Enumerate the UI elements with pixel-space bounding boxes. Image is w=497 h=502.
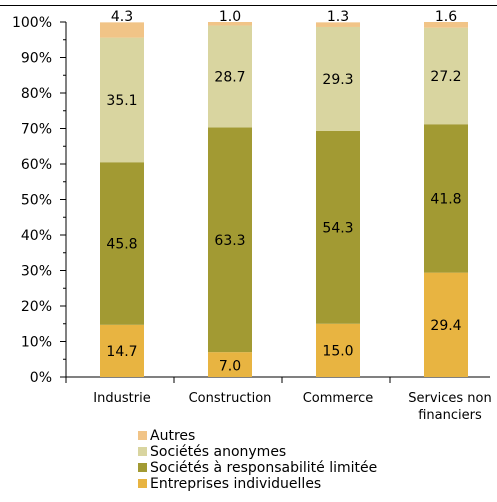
data-label: 1.3 — [327, 9, 349, 25]
bar-segment — [316, 130, 360, 324]
x-category-label: Commerce — [303, 391, 374, 406]
data-label: 29.3 — [322, 72, 353, 88]
bar-segment — [424, 22, 468, 28]
legend-swatch — [138, 431, 147, 440]
bar-segment — [100, 22, 144, 38]
x-category-label: Services non — [408, 391, 491, 406]
data-label: 4.3 — [111, 9, 133, 25]
data-label: 29.4 — [430, 318, 461, 334]
data-label: 1.6 — [435, 9, 457, 25]
bar-segment — [208, 25, 252, 128]
data-label: 14.7 — [106, 344, 137, 360]
data-label: 28.7 — [214, 69, 245, 85]
x-category-label: financiers — [418, 408, 482, 423]
bar-segment — [424, 272, 468, 377]
legend-swatch — [138, 479, 147, 488]
y-tick-label: 30% — [21, 264, 52, 280]
bar-segment — [316, 26, 360, 131]
bar-segment — [316, 22, 360, 27]
bar-segment — [316, 323, 360, 377]
legend-label: Entreprises individuelles — [150, 476, 321, 492]
y-tick-label: 40% — [21, 228, 52, 244]
data-label: 45.8 — [106, 237, 137, 253]
legend-label: Autres — [150, 428, 195, 444]
y-tick-label: 100% — [12, 15, 52, 31]
y-tick-label: 10% — [21, 335, 52, 351]
y-tick-label: 70% — [21, 122, 52, 138]
data-label: 35.1 — [106, 93, 137, 109]
x-category-label: Construction — [189, 391, 272, 406]
y-tick-label: 60% — [21, 157, 52, 173]
legend-label: Sociétés anonymes — [150, 444, 286, 460]
y-tick-label: 0% — [30, 370, 52, 386]
data-label: 41.8 — [430, 191, 461, 207]
data-label: 63.3 — [214, 233, 245, 249]
y-tick-label: 20% — [21, 299, 52, 315]
bar-segment — [208, 22, 252, 26]
data-label: 15.0 — [322, 343, 353, 359]
bar-segment — [100, 37, 144, 163]
x-category-label: Industrie — [93, 391, 150, 406]
bar-segment — [100, 162, 144, 325]
bar-segment — [208, 352, 252, 377]
y-tick-label: 80% — [21, 86, 52, 102]
bar-segment — [424, 124, 468, 273]
bar-segment — [424, 27, 468, 125]
legend-label: Sociétés à responsabilité limitée — [150, 460, 377, 476]
bar-segment — [100, 324, 144, 377]
data-label: 27.2 — [430, 69, 461, 85]
data-label: 7.0 — [219, 359, 241, 375]
bar-segment — [208, 127, 252, 353]
data-label: 54.3 — [322, 220, 353, 236]
data-label: 1.0 — [219, 9, 241, 25]
legend-swatch — [138, 463, 147, 472]
y-tick-label: 90% — [21, 51, 52, 67]
legend-swatch — [138, 447, 147, 456]
y-tick-label: 50% — [21, 193, 52, 209]
